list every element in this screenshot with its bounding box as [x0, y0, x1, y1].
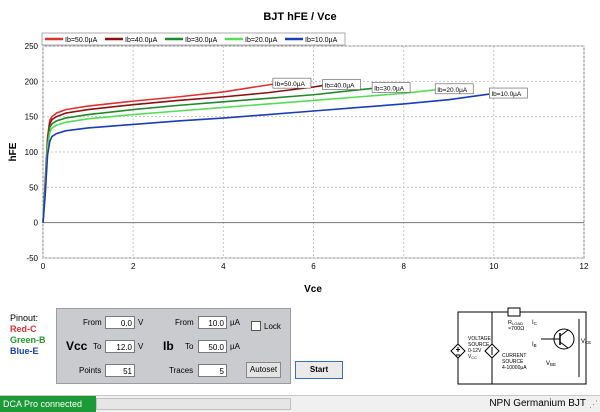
lock-checkbox[interactable]: [251, 321, 261, 331]
y-tick-label: 0: [34, 219, 39, 228]
current-source-label: CURRENT SOURCE 4-10000µA: [502, 353, 528, 371]
autoset-button[interactable]: Autoset: [246, 362, 281, 378]
transistor-emitter-leg: [559, 341, 569, 349]
vcc-to-input[interactable]: 12.0: [105, 340, 135, 353]
y-tick-label: -50: [26, 254, 38, 263]
y-tick-label: 250: [25, 42, 39, 51]
pinout-title: Pinout:: [10, 313, 39, 323]
legend-entry: Ib=10.0µA: [305, 37, 338, 44]
start-button[interactable]: Start: [295, 361, 343, 379]
ib-label-schematic: IB: [532, 342, 537, 348]
legend-box: [41, 32, 346, 46]
grid-lines: [42, 45, 585, 259]
series-end-labels: Ib=50.0µA Ib=40.0µA Ib=30.0µA Ib=20.0µA Ib=1…: [272, 77, 528, 99]
vcc-from-input[interactable]: 0.0: [105, 316, 135, 329]
test-circuit-schematic: RLOAD ≈700Ω VOLTAGE SOURCE 0-12V VCC CUR…: [450, 307, 591, 385]
vcc-from-label: From: [83, 318, 102, 327]
pinout-green-b: Green-B: [10, 335, 46, 345]
ib-to-unit: µA: [230, 342, 240, 351]
series-line: [42, 89, 436, 223]
vce-label: VCE: [581, 339, 591, 345]
chart-legend: Ib=50.0µA Ib=40.0µA Ib=30.0µA Ib=20.0µA Ib=1…: [41, 32, 346, 46]
status-bar: DCA Pro connected NPN Germanium BJT ⋰: [0, 395, 600, 412]
series-end-label-box: [272, 77, 312, 89]
series-end-label-box: [434, 83, 474, 95]
pinout-red-c: Red-C: [10, 324, 37, 334]
vcc-from-unit: V: [138, 318, 144, 327]
series-end-label: Ib=30.0µA: [374, 85, 405, 92]
x-tick-label: 10: [489, 262, 498, 271]
rload-label: RLOAD ≈700Ω: [508, 320, 524, 332]
series-end-label: Ib=50.0µA: [275, 81, 306, 88]
y-tick-label: 100: [25, 148, 39, 157]
x-tick-label: 0: [41, 262, 46, 271]
x-tick-label: 8: [401, 262, 406, 271]
legend-entry: Ib=30.0µA: [185, 37, 218, 44]
traces-label: Traces: [169, 366, 194, 375]
ib-label: Ib: [163, 339, 174, 353]
ib-from-label: From: [175, 318, 194, 327]
series-end-label: Ib=40.0µA: [325, 83, 356, 90]
points-label: Points: [79, 366, 102, 375]
points-input[interactable]: 51: [105, 364, 135, 377]
hfe-vce-chart: BJT hFE / Vce 0 2 4 6 8 10 12-5005010015020025…: [8, 11, 589, 295]
transistor-collector-leg: [559, 329, 569, 337]
rload-resistor: [507, 307, 521, 317]
vbe-label: VBE: [546, 361, 556, 367]
voltage-source-label: VOLTAGE SOURCE 0-12V VCC: [468, 336, 492, 360]
series-end-label: Ib=10.0µA: [491, 91, 522, 98]
legend-entry: Ib=50.0µA: [65, 37, 98, 44]
vcc-to-unit: V: [138, 342, 144, 351]
ib-to-input[interactable]: 50.0: [198, 340, 227, 353]
x-tick-label: 6: [311, 262, 316, 271]
y-axis-label: hFE: [8, 142, 19, 161]
series-end-label-box: [322, 79, 361, 90]
y-tick-label: 150: [25, 113, 39, 122]
pinout-blue-e: Blue-E: [10, 346, 39, 356]
x-tick-label: 12: [580, 262, 589, 271]
series-lines: [42, 83, 490, 223]
ic-label: IC: [532, 320, 538, 326]
progress-bar: [96, 398, 291, 410]
lock-label: Lock: [264, 322, 281, 331]
traces-input[interactable]: 5: [198, 364, 227, 377]
device-type: NPN Germanium BJT: [489, 398, 586, 409]
series-end-label-box: [371, 82, 411, 93]
series-end-label: Ib=20.0µA: [437, 87, 468, 94]
vcc-to-label: To: [93, 342, 102, 351]
vcc-label: Vcc: [66, 339, 88, 353]
chart-title: BJT hFE / Vce: [263, 11, 336, 23]
ib-to-label: To: [185, 342, 194, 351]
series-end-label-box: [489, 87, 528, 99]
legend-entry: Ib=40.0µA: [125, 37, 158, 44]
ib-from-input[interactable]: 10.0: [198, 316, 227, 329]
connection-status: DCA Pro connected: [0, 396, 96, 412]
ib-from-unit: µA: [230, 318, 240, 327]
series-line: [42, 93, 490, 223]
y-tick-label: 200: [25, 77, 39, 86]
resize-grip-icon[interactable]: ⋰: [589, 399, 598, 409]
x-axis-label: Vce: [304, 284, 322, 295]
y-tick-label: 50: [29, 183, 38, 192]
sweep-settings-panel: From 0.0 V Vcc To 12.0 V Points 51 From …: [56, 308, 291, 384]
x-tick-label: 4: [221, 262, 226, 271]
legend-entry: Ib=20.0µA: [245, 37, 278, 44]
x-tick-label: 2: [131, 262, 136, 271]
